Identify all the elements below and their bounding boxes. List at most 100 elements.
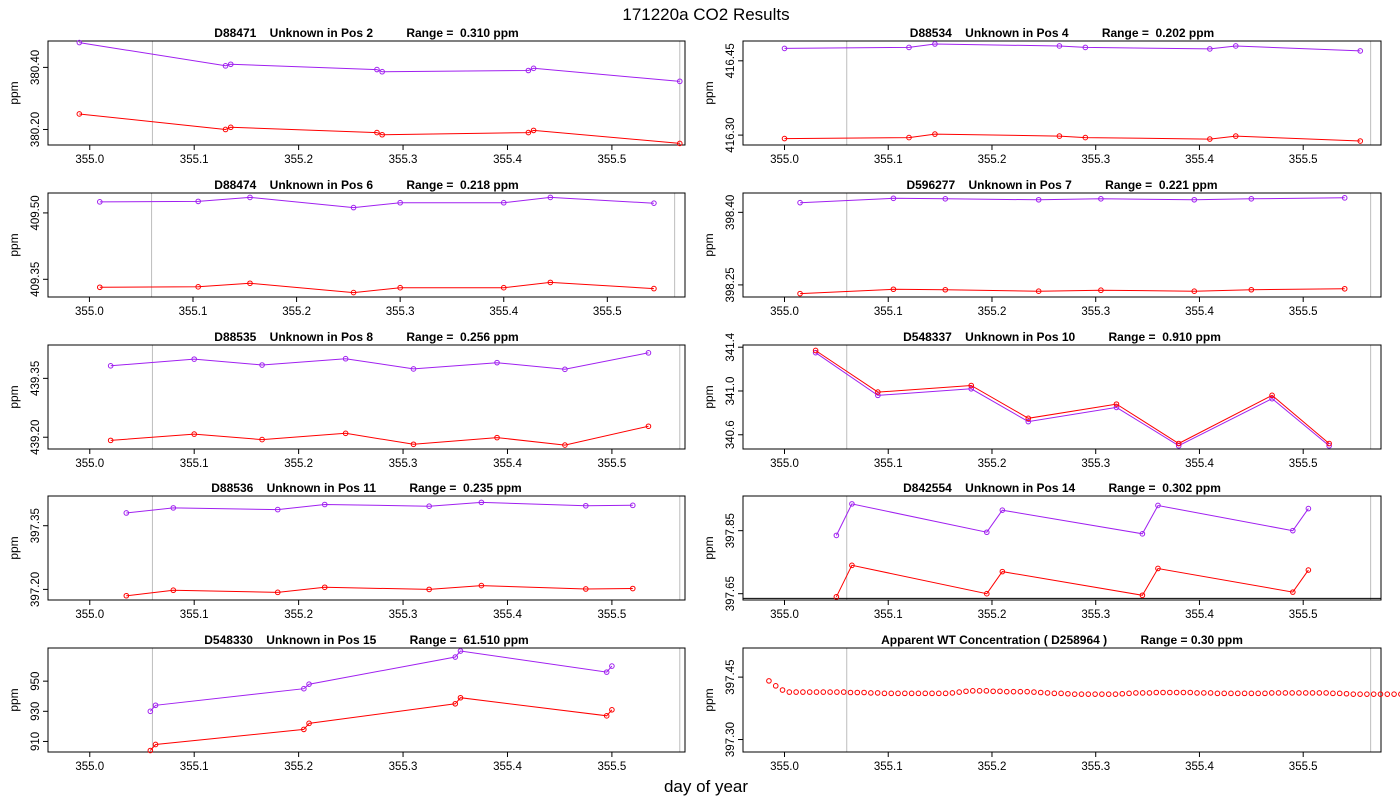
data-point-wt xyxy=(834,689,840,695)
x-tick-label: 355.5 xyxy=(598,609,627,621)
panel-grid: D88471 Unknown in Pos 2 Range = 0.310 pp… xyxy=(7,26,1400,773)
data-point-lower xyxy=(227,124,234,131)
data-point-upper xyxy=(1035,196,1042,203)
data-point-wt xyxy=(813,689,820,695)
data-point-lower xyxy=(1098,287,1104,294)
data-point-lower xyxy=(1139,592,1146,599)
x-tick-label: 355.1 xyxy=(874,458,903,470)
data-point-lower xyxy=(1248,286,1255,293)
data-point-upper xyxy=(833,532,840,539)
y-tick-label: 397.35 xyxy=(30,508,42,543)
data-point-upper xyxy=(1305,505,1312,512)
data-point-lower xyxy=(530,127,537,134)
data-point-wt xyxy=(1241,690,1248,697)
data-point-wt xyxy=(840,689,847,695)
data-point-upper xyxy=(849,501,855,507)
data-point-upper xyxy=(227,61,234,68)
data-point-upper xyxy=(191,356,197,362)
data-point-wt xyxy=(1377,691,1384,697)
data-point-lower xyxy=(1082,134,1089,141)
data-point-upper xyxy=(1098,196,1104,202)
data-point-wt xyxy=(1160,689,1166,696)
data-point-upper xyxy=(1232,43,1239,49)
data-point-wt xyxy=(1099,691,1105,697)
series-line-upper xyxy=(800,197,1345,204)
data-point-upper xyxy=(906,44,912,51)
x-tick-label: 355.5 xyxy=(1289,458,1318,470)
data-point-wt xyxy=(766,678,772,684)
data-point-upper xyxy=(676,78,683,85)
x-tick-label: 355.3 xyxy=(389,154,418,166)
x-tick-label: 355.3 xyxy=(1081,609,1110,621)
data-point-lower xyxy=(890,286,897,293)
data-point-lower xyxy=(259,436,265,443)
data-point-upper xyxy=(1113,404,1120,411)
data-point-wt xyxy=(1228,690,1234,697)
data-point-upper xyxy=(259,362,265,368)
y-tick-label: 950 xyxy=(30,672,42,691)
data-point-wt xyxy=(1343,690,1350,697)
x-tick-label: 355.1 xyxy=(179,306,208,318)
series-line-upper xyxy=(110,352,649,370)
x-tick-label: 355.1 xyxy=(180,154,209,166)
data-point-wt xyxy=(969,688,976,694)
data-point-lower xyxy=(107,437,114,444)
data-point-wt xyxy=(1323,690,1329,696)
data-point-lower xyxy=(906,134,912,141)
y-tick-label: 930 xyxy=(30,702,42,721)
x-tick-label: 355.2 xyxy=(284,761,313,773)
data-point-lower xyxy=(983,590,990,597)
series-line-upper xyxy=(784,43,1361,52)
data-point-wt xyxy=(908,690,915,697)
data-point-wt xyxy=(1391,691,1397,697)
series-line-lower xyxy=(99,281,654,294)
panel-title: D88471 Unknown in Pos 2 Range = 0.310 pp… xyxy=(214,26,518,40)
x-tick-label: 355.0 xyxy=(770,306,799,318)
data-point-lower xyxy=(96,284,103,291)
data-point-upper xyxy=(797,199,803,206)
data-point-upper xyxy=(1082,44,1089,51)
panel-5: D88535 Unknown in Pos 8 Range = 0.256 pp… xyxy=(7,330,686,470)
data-point-lower xyxy=(374,129,380,136)
x-tick-label: 355.4 xyxy=(493,609,522,621)
data-point-upper xyxy=(306,681,312,687)
data-point-lower xyxy=(152,741,159,748)
data-point-upper xyxy=(379,68,385,75)
plot-frame xyxy=(742,40,1382,146)
data-point-wt xyxy=(1031,689,1037,695)
series-line-lower xyxy=(784,133,1361,142)
data-point-lower xyxy=(812,347,819,354)
data-point-upper xyxy=(123,510,130,516)
x-tick-label: 355.4 xyxy=(1185,761,1214,773)
panel-10: Apparent WT Concentration ( D258964 ) Ra… xyxy=(702,633,1400,773)
data-point-wt xyxy=(1003,688,1010,695)
data-point-wt xyxy=(1146,690,1153,696)
plot-frame xyxy=(47,344,686,450)
data-point-lower xyxy=(582,586,589,592)
x-tick-label: 355.1 xyxy=(180,761,209,773)
data-point-lower xyxy=(426,586,432,593)
panel-1: D88471 Unknown in Pos 2 Range = 0.310 pp… xyxy=(7,26,686,166)
data-point-wt xyxy=(1248,690,1255,697)
data-point-lower xyxy=(195,284,201,290)
data-point-lower xyxy=(562,442,568,448)
data-point-wt xyxy=(1024,688,1030,695)
data-point-upper xyxy=(1139,531,1146,537)
series-line-upper xyxy=(79,42,680,82)
data-point-wt xyxy=(820,689,827,695)
data-point-lower xyxy=(274,589,281,596)
data-point-upper xyxy=(342,355,349,362)
data-point-wt xyxy=(1398,691,1400,697)
data-point-wt xyxy=(1364,691,1370,697)
data-point-upper xyxy=(1025,418,1032,425)
y-tick-label: 380.40 xyxy=(30,50,42,85)
data-point-wt xyxy=(936,690,942,697)
data-point-wt xyxy=(1370,691,1377,697)
data-point-lower xyxy=(1035,288,1042,294)
data-point-upper xyxy=(547,194,554,201)
y-axis-label: ppm xyxy=(702,688,716,711)
data-point-upper xyxy=(274,506,281,513)
data-point-lower xyxy=(1357,138,1364,144)
data-point-lower xyxy=(301,726,307,733)
panel-6: D548337 Unknown in Pos 10 Range = 0.910 … xyxy=(702,330,1382,470)
